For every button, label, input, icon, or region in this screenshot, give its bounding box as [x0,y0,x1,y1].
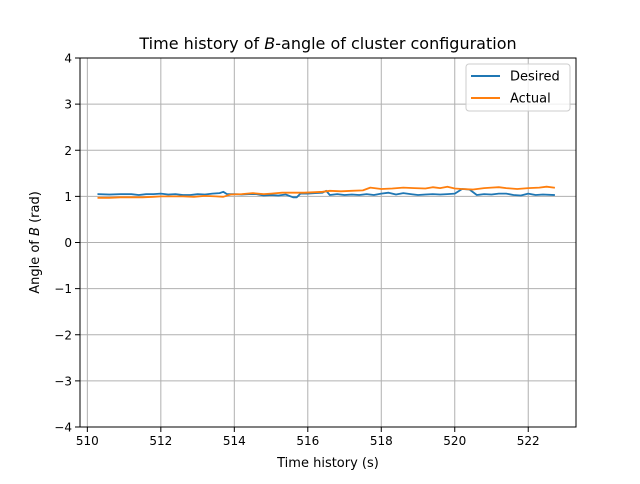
legend: Desired Actual [465,63,571,112]
series-line-actual [97,185,556,199]
legend-label: Desired [510,70,560,85]
y-tick-label: 2 [64,144,72,158]
chart-title: Time history of B-angle of cluster confi… [138,34,516,53]
x-tick-label: 512 [149,434,172,448]
y-tick-label: −4 [54,421,72,435]
x-tick-label: 510 [76,434,99,448]
y-tick-label: 3 [64,98,72,112]
y-tick-label: −1 [54,282,72,296]
axis-ticks: 510 512 514 516 518 520 522 −4 −3 −2 −1 0 1 2 3 4 [54,52,539,449]
series-layer [97,185,556,199]
x-tick-label: 520 [443,434,466,448]
y-tick-label: 4 [64,52,72,66]
y-tick-label: −3 [54,374,72,388]
y-tick-label: −2 [54,328,72,342]
y-tick-label: 1 [64,190,72,204]
x-tick-label: 516 [296,434,319,448]
y-axis-label: Angle of B (rad) [28,191,43,294]
y-tick-label: 0 [64,236,72,250]
x-tick-label: 514 [223,434,246,448]
legend-label: Actual [510,92,551,107]
x-tick-label: 522 [517,434,540,448]
x-tick-label: 518 [370,434,393,448]
x-axis-label: Time history (s) [276,456,379,471]
